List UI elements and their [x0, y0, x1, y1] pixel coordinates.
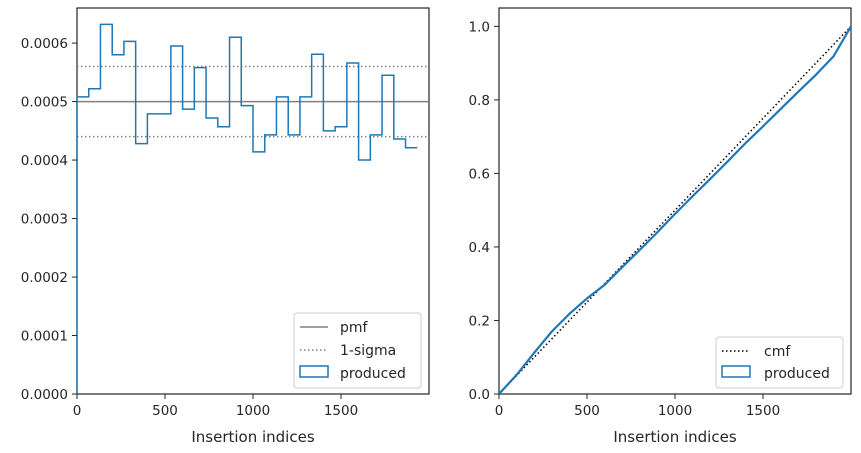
- legend-label-1-sigma: 1-sigma: [340, 343, 396, 359]
- left-plot-area: [76, 23, 429, 394]
- left-y-tick-label: 0.0005: [21, 95, 68, 111]
- left-y-tick-label: 0.0002: [21, 270, 68, 286]
- cmf-line: [498, 25, 852, 395]
- left-axis-ticks: 0 500 1000 1500 0.0000 0.0001 0.0002 0.0003 0.00…: [21, 36, 358, 419]
- right-y-tick-label: 0.6: [469, 166, 490, 182]
- left-y-tick-label: 0.0004: [21, 153, 68, 169]
- right-y-tick-label: 0.8: [469, 93, 490, 109]
- left-x-axis-label: Insertion indices: [191, 428, 314, 446]
- left-legend: pmf 1-sigma produced: [293, 312, 422, 389]
- left-chart-panel: 0 500 1000 1500 0.0000 0.0001 0.0002 0.0003 0.00…: [21, 7, 430, 446]
- right-x-tick-label: 1500: [746, 403, 780, 419]
- right-y-tick-label: 0.0: [469, 387, 490, 403]
- legend-label-produced-right: produced: [764, 366, 830, 382]
- legend-label-pmf: pmf: [340, 320, 369, 336]
- left-y-tick-label: 0.0000: [21, 387, 68, 403]
- left-x-tick-label: 0: [73, 403, 82, 419]
- left-x-tick-label: 1000: [236, 403, 270, 419]
- left-x-tick-label: 1500: [324, 403, 358, 419]
- legend-swatch-produced-left: [299, 365, 329, 378]
- right-x-tick-label: 0: [495, 403, 504, 419]
- right-x-axis-label: Insertion indices: [613, 428, 736, 446]
- produced-histogram-step: [76, 23, 418, 394]
- right-y-tick-label: 1.0: [469, 19, 490, 35]
- left-x-tick-label: 500: [152, 403, 178, 419]
- produced-cumulative-line: [498, 25, 852, 395]
- right-axis-ticks: 0 500 1000 1500 0.0 0.2 0.4 0.6 0.8 1.0: [469, 19, 781, 419]
- left-y-tick-label: 0.0003: [21, 212, 68, 228]
- right-plot-area: [498, 25, 852, 395]
- right-y-tick-label: 0.4: [469, 240, 490, 256]
- left-y-tick-label: 0.0001: [21, 329, 68, 345]
- right-x-tick-label: 1000: [658, 403, 692, 419]
- legend-label-cmf: cmf: [764, 344, 791, 360]
- right-legend-box: [715, 336, 844, 389]
- left-legend-box: [293, 312, 422, 389]
- right-x-tick-label: 500: [574, 403, 600, 419]
- right-y-tick-label: 0.2: [469, 313, 490, 329]
- legend-swatch-produced-right: [721, 365, 751, 378]
- legend-label-produced-left: produced: [340, 366, 406, 382]
- right-legend: cmf produced: [715, 336, 844, 389]
- left-y-tick-label: 0.0006: [21, 36, 68, 52]
- right-plot-frame: [498, 7, 852, 395]
- right-chart-panel: 0 500 1000 1500 0.0 0.2 0.4 0.6 0.8 1.0 Insertion…: [469, 7, 852, 446]
